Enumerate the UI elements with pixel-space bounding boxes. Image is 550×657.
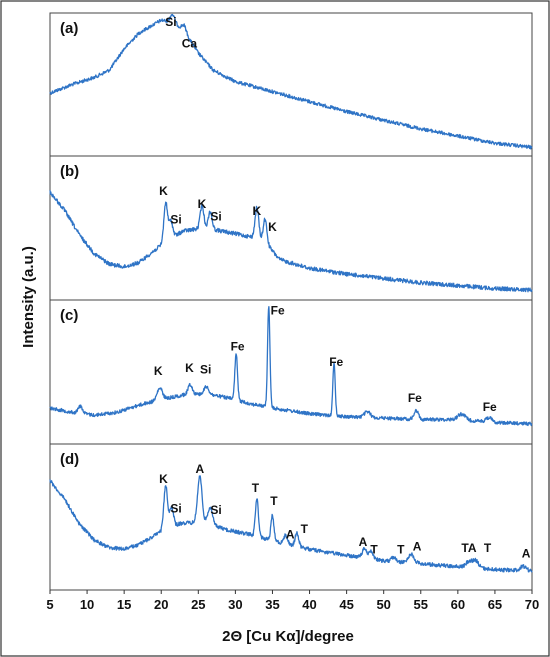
x-tick-label: 5 (46, 597, 53, 612)
peak-label: K (185, 361, 194, 375)
peak-label: Fe (408, 391, 422, 405)
panel-frame (49, 155, 533, 301)
x-tick-label: 25 (191, 597, 205, 612)
panel-frame (49, 299, 533, 445)
x-tick-label: 55 (414, 597, 428, 612)
peak-label: Fe (231, 339, 245, 353)
peak-label: Si (210, 210, 221, 224)
panel-label: (d) (60, 451, 79, 468)
x-tick-label: 70 (525, 597, 539, 612)
peak-label: A (195, 462, 204, 476)
peak-label: Si (165, 15, 176, 29)
x-axis-title: 2Θ [Cu Kα]/degree (222, 628, 354, 645)
peak-label: TA (461, 541, 476, 555)
peak-label: A (286, 528, 295, 542)
x-tick-label: 60 (451, 597, 465, 612)
peak-label: T (484, 541, 492, 555)
xrd-trace (49, 190, 533, 293)
peak-label: T (301, 522, 309, 536)
peak-label: K (268, 220, 277, 234)
peak-label: Fe (271, 303, 285, 317)
y-axis-title: Intensity (a.u.) (20, 246, 37, 348)
peak-label: A (522, 547, 531, 561)
peak-label: K (253, 204, 262, 218)
x-axis: 5 10 15 20 25 30 35 40 45 50 55 60 65 70 (46, 590, 539, 612)
x-tick-label: 35 (265, 597, 279, 612)
peak-label: Ca (182, 36, 198, 50)
peak-label: A (413, 539, 422, 553)
peak-label: Si (200, 362, 211, 376)
x-tick-label: 15 (117, 597, 131, 612)
peak-label: T (397, 542, 405, 556)
xrd-trace (49, 305, 533, 427)
panel-a: (a) Si Ca (49, 12, 533, 157)
peak-label: T (370, 542, 378, 556)
panel-label: (c) (60, 307, 78, 324)
peak-label: K (159, 472, 168, 486)
x-tick-label: 50 (376, 597, 390, 612)
panel-c: (c) K K Si Fe Fe Fe Fe Fe (49, 299, 533, 445)
x-tick-label: 65 (488, 597, 502, 612)
x-tick-label: 30 (228, 597, 242, 612)
x-tick-label: 45 (339, 597, 353, 612)
peak-label: Si (210, 503, 221, 517)
panel-frame (49, 443, 533, 591)
peak-label: T (270, 494, 278, 508)
xrd-trace (49, 475, 533, 573)
xrd-trace (49, 13, 533, 150)
panel-label: (b) (60, 163, 79, 180)
peak-label: Si (170, 501, 181, 515)
peak-label: A (359, 535, 368, 549)
peak-label: K (154, 364, 163, 378)
panel-label: (a) (60, 20, 78, 37)
peak-label: Fe (329, 355, 343, 369)
x-tick-label: 20 (154, 597, 168, 612)
peak-label: T (252, 481, 260, 495)
peak-label: Si (170, 213, 181, 227)
peak-label: K (198, 197, 207, 211)
x-tick-label: 10 (80, 597, 94, 612)
x-tick-label: 40 (302, 597, 316, 612)
peak-label: Fe (483, 400, 497, 414)
peak-label: K (159, 184, 168, 198)
